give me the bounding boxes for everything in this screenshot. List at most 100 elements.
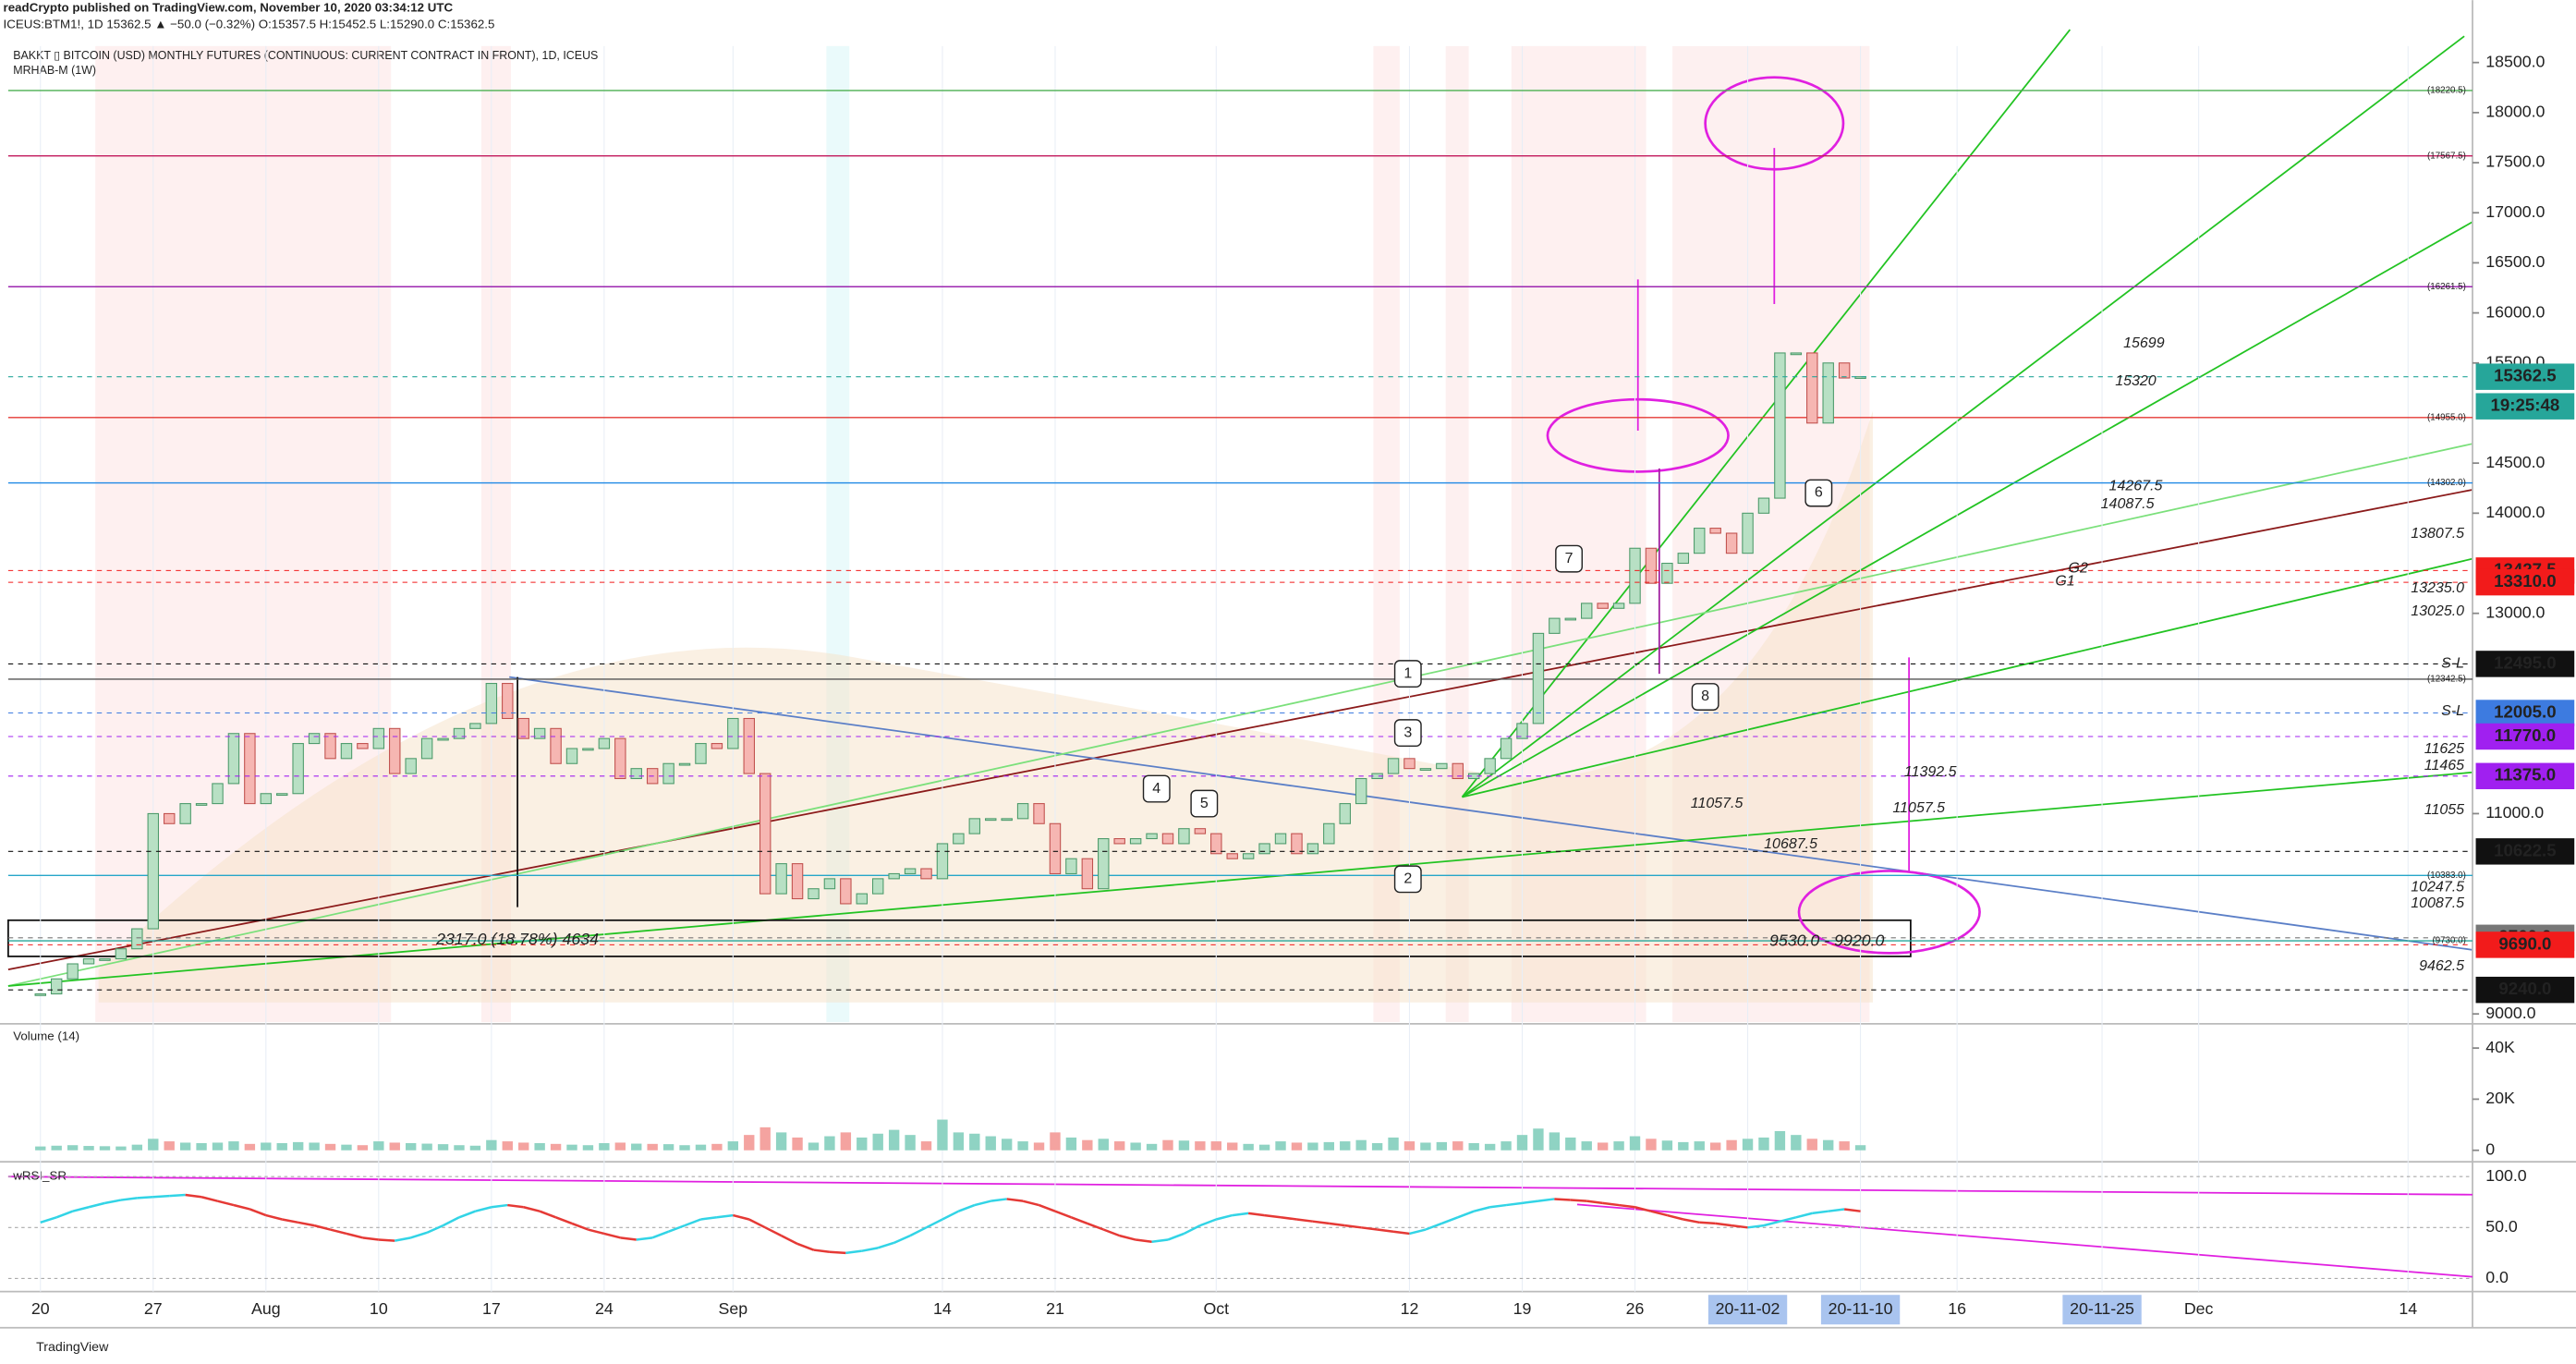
- candle: [904, 868, 917, 874]
- indicator: MRHAB-M (1W): [13, 64, 96, 77]
- rsi-segment: [1683, 1218, 1700, 1224]
- callout-box: [1393, 865, 1422, 894]
- annotation: 14087.5: [2101, 496, 2155, 512]
- candle: [630, 768, 642, 780]
- volume-bar: [1758, 1137, 1769, 1151]
- candle: [179, 803, 191, 824]
- rsi-segment: [1505, 1201, 1523, 1207]
- callout: 7: [1565, 551, 1574, 566]
- rsi-segment: [957, 1203, 976, 1212]
- candle: [808, 888, 820, 900]
- volume-bar: [1452, 1141, 1464, 1151]
- trendline: [1461, 29, 2072, 798]
- candle: [1564, 617, 1577, 621]
- candle: [1549, 617, 1561, 634]
- countdown: 19:25:48: [2491, 396, 2560, 415]
- candle: [888, 872, 900, 880]
- rsi-segment: [668, 1224, 686, 1233]
- volume-bar: [1774, 1131, 1786, 1151]
- level-label: (9730.0): [2432, 936, 2465, 946]
- candle: [372, 727, 385, 749]
- callout: 1: [1403, 665, 1412, 681]
- candle: [34, 993, 46, 996]
- x-tick-label: 14: [2399, 1299, 2417, 1318]
- volume-bar: [872, 1133, 883, 1151]
- y-tick-label: 16500.0: [2485, 252, 2545, 271]
- rsi-segment: [1731, 1224, 1748, 1229]
- x-label-box: [1707, 1295, 1788, 1325]
- rsi-segment: [475, 1206, 492, 1212]
- annotation: 13807.5: [2411, 526, 2464, 542]
- rsi-segment: [1489, 1203, 1507, 1209]
- rsi-segment: [1392, 1230, 1410, 1236]
- volume-bar: [1065, 1137, 1077, 1151]
- volume-bar: [1629, 1136, 1641, 1151]
- volume-bar: [1726, 1139, 1737, 1151]
- volume-bar: [341, 1144, 352, 1151]
- candle: [260, 793, 273, 805]
- volume-bar: [1017, 1141, 1028, 1151]
- rsi-segment: [1377, 1228, 1394, 1233]
- x-tick-label: 10: [370, 1299, 388, 1318]
- rsi-segment: [1070, 1216, 1088, 1225]
- volume-bar: [647, 1143, 658, 1151]
- volume-bar: [292, 1141, 304, 1151]
- volume-bar: [1533, 1128, 1544, 1151]
- rsi-segment: [1457, 1210, 1475, 1219]
- countdown-tag: [2475, 393, 2575, 420]
- rsi-segment: [651, 1230, 670, 1239]
- callout: 2: [1403, 871, 1412, 887]
- volume-bar: [1195, 1141, 1206, 1151]
- rsi-segment: [1650, 1210, 1668, 1217]
- candle: [1258, 843, 1270, 855]
- volume-bar: [179, 1142, 191, 1151]
- candle: [1661, 562, 1673, 584]
- volume-bar: [840, 1132, 852, 1151]
- rsi-segment: [1280, 1216, 1297, 1221]
- volume-bar: [421, 1143, 432, 1151]
- callout: 8: [1701, 688, 1709, 704]
- price-tag-label: 9690.0: [2498, 933, 2551, 953]
- volume-bar: [502, 1141, 513, 1151]
- rsi-segment: [1183, 1224, 1201, 1236]
- volume-bar: [888, 1129, 900, 1151]
- volume-bar: [1403, 1141, 1416, 1151]
- rsi-segment: [1247, 1212, 1265, 1217]
- rsi-segment: [458, 1210, 476, 1219]
- y-tick-label: 0: [2485, 1139, 2495, 1158]
- annotation: 9462.5: [2419, 958, 2464, 974]
- candle: [1645, 547, 1658, 584]
- brand: TradingView: [36, 1340, 109, 1355]
- candle: [565, 748, 578, 764]
- candle: [953, 833, 965, 845]
- rsi-segment: [1715, 1222, 1732, 1227]
- x-tick-label: 21: [1046, 1299, 1064, 1318]
- callout-box: [1804, 479, 1833, 507]
- candle: [1049, 822, 1062, 874]
- rsi-segment: [974, 1200, 991, 1207]
- candle: [1725, 532, 1738, 554]
- candle: [1161, 833, 1174, 845]
- volume-bar: [1001, 1139, 1013, 1151]
- trendline: [7, 489, 2473, 971]
- candle: [1226, 853, 1238, 859]
- trendline: [7, 443, 2473, 987]
- rsi-segment: [40, 1216, 57, 1224]
- x-tick-label: 20: [31, 1299, 50, 1318]
- volume-bar: [1581, 1141, 1592, 1151]
- candle: [1146, 833, 1158, 840]
- candle: [437, 737, 449, 741]
- candle: [1500, 737, 1513, 760]
- volume-bar: [711, 1143, 723, 1151]
- rsi-segment: [1586, 1200, 1603, 1205]
- candle: [1532, 632, 1545, 725]
- annotation: 14267.5: [2109, 479, 2163, 494]
- volume-bar: [614, 1142, 626, 1151]
- rsi-segment: [813, 1248, 831, 1254]
- rsi-segment: [877, 1241, 895, 1249]
- annotation: 10087.5: [2411, 895, 2464, 911]
- x-label-box: [2062, 1295, 2142, 1325]
- candle: [1355, 777, 1367, 805]
- volume-bar: [1371, 1143, 1383, 1151]
- volume-bar: [920, 1141, 932, 1151]
